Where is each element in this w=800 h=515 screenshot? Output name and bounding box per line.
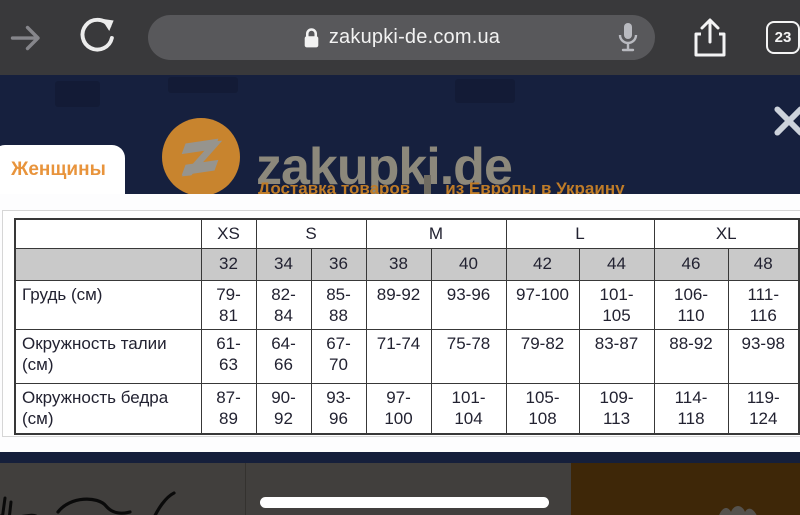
site-logo-text: zakupki.de — [256, 138, 513, 194]
numeric-size-header: 44 — [578, 247, 655, 281]
numeric-size-header: 42 — [505, 247, 580, 281]
bottom-image-fragment — [719, 506, 757, 515]
measurement-value: 93-96 — [430, 279, 507, 330]
measurement-value: 90-92 — [255, 383, 312, 434]
measurement-value: 101-105 — [578, 279, 655, 330]
size-table-corner — [14, 247, 202, 281]
size-table-container: XS S M L XL 32 34 36 38 40 42 44 46 48 Грудь (см) 79-81… — [2, 210, 800, 437]
measurement-value: 105-108 — [505, 383, 580, 434]
tagline-separator — [424, 175, 432, 194]
bottom-brown-panel — [571, 463, 800, 515]
header-background-shape — [55, 81, 100, 107]
measurement-value: 88-92 — [653, 329, 729, 384]
size-group-header: L — [505, 218, 655, 249]
footer-navy-strip — [0, 452, 800, 463]
tab-switcher-button[interactable]: 23 — [766, 21, 800, 54]
numeric-size-header: 46 — [653, 247, 729, 281]
microphone-icon[interactable] — [615, 22, 641, 54]
measurement-value: 101-104 — [430, 383, 507, 434]
measurement-label: Грудь (см) — [14, 279, 202, 330]
share-icon[interactable] — [688, 16, 732, 60]
numeric-size-header: 34 — [255, 247, 312, 281]
measurement-value: 93-96 — [310, 383, 367, 434]
measurement-value: 111-116 — [727, 279, 800, 330]
browser-toolbar: zakupki-de.com.ua 23 — [0, 0, 800, 75]
bottom-divider — [245, 463, 246, 515]
measurement-value: 75-78 — [430, 329, 507, 384]
reload-icon[interactable] — [76, 17, 118, 59]
tab-women[interactable]: Женщины — [0, 145, 125, 194]
tagline-right: из Европы в Украину — [445, 179, 625, 194]
size-group-header: XS — [200, 218, 257, 249]
size-group-header: XL — [653, 218, 800, 249]
measurement-value: 106-110 — [653, 279, 729, 330]
measurement-value: 109-113 — [578, 383, 655, 434]
header-background-shape — [168, 77, 238, 93]
numeric-size-header: 38 — [365, 247, 432, 281]
measurement-label: Окружность бедра (см) — [14, 383, 202, 434]
measurement-value: 61-63 — [200, 329, 257, 384]
url-bar[interactable]: zakupki-de.com.ua — [148, 15, 655, 60]
site-tagline: Доставка товаров из Европы в Украину — [258, 175, 625, 194]
site-logo-icon — [162, 118, 240, 194]
logo-z-icon — [181, 138, 223, 177]
numeric-size-header: 48 — [727, 247, 800, 281]
measurement-value: 83-87 — [578, 329, 655, 384]
measurement-value: 97-100 — [365, 383, 432, 434]
measurement-value: 64-66 — [255, 329, 312, 384]
measurement-value: 82-84 — [255, 279, 312, 330]
measurement-value: 79-82 — [505, 329, 580, 384]
measurement-value: 119-124 — [727, 383, 800, 434]
measurement-value: 93-98 — [727, 329, 800, 384]
measurement-value: 97-100 — [505, 279, 580, 330]
size-group-header: S — [255, 218, 367, 249]
numeric-size-header: 36 — [310, 247, 367, 281]
measurement-label: Окружность талии (см) — [14, 329, 202, 384]
close-icon[interactable] — [771, 103, 800, 139]
measurement-value: 71-74 — [365, 329, 432, 384]
page-bottom — [0, 463, 800, 515]
lock-icon — [304, 27, 319, 47]
size-table-corner — [14, 218, 202, 249]
measurement-value: 87-89 — [200, 383, 257, 434]
measurement-value: 114-118 — [653, 383, 729, 434]
tab-women-label: Женщины — [11, 158, 106, 180]
site-header: zakupki.de Доставка товаров из Европы в … — [0, 75, 800, 194]
tab-count: 23 — [774, 29, 792, 46]
measurement-value: 67-70 — [310, 329, 367, 384]
url-text: zakupki-de.com.ua — [328, 26, 501, 48]
header-background-shape — [455, 79, 515, 103]
numeric-size-header: 40 — [430, 247, 507, 281]
signature-graphic — [0, 491, 176, 515]
page-content: XS S M L XL 32 34 36 38 40 42 44 46 48 Грудь (см) 79-81… — [0, 194, 800, 452]
measurement-value: 85-88 — [310, 279, 367, 330]
tagline-left: Доставка товаров — [258, 179, 411, 194]
home-indicator[interactable] — [260, 497, 549, 508]
forward-icon[interactable] — [8, 20, 44, 56]
size-table: XS S M L XL 32 34 36 38 40 42 44 46 48 Грудь (см) 79-81… — [14, 218, 800, 435]
numeric-size-header: 32 — [200, 247, 257, 281]
size-group-header: M — [365, 218, 507, 249]
measurement-value: 79-81 — [200, 279, 257, 330]
measurement-value: 89-92 — [365, 279, 432, 330]
